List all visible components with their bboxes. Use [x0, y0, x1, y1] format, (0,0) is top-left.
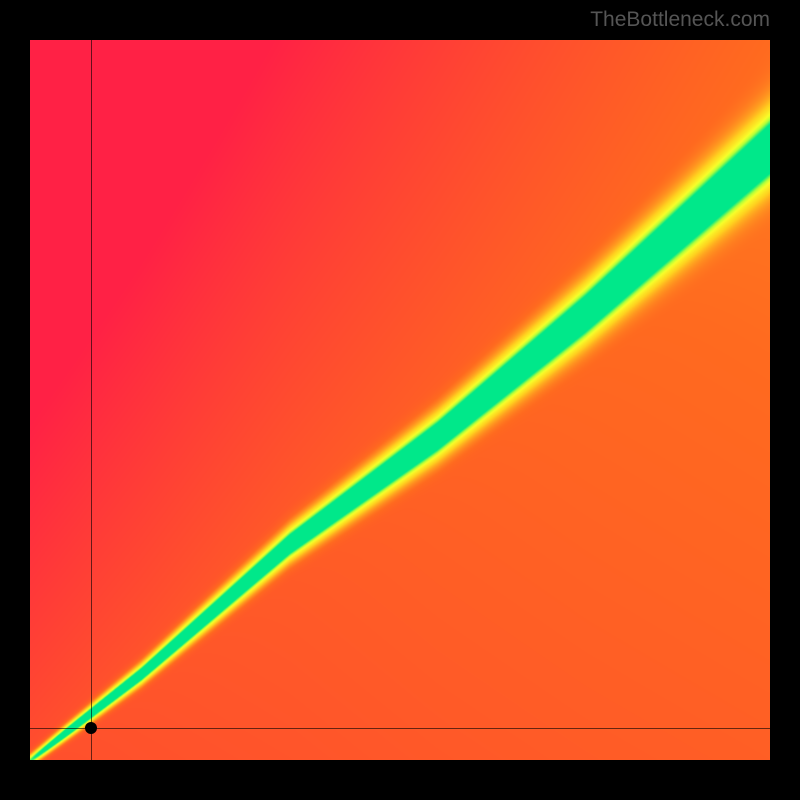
marker-dot — [85, 722, 97, 734]
watermark-text: TheBottleneck.com — [590, 8, 770, 32]
plot-area — [30, 40, 770, 760]
crosshair-horizontal — [30, 728, 770, 729]
heatmap-canvas — [30, 40, 770, 760]
crosshair-vertical — [91, 40, 92, 760]
